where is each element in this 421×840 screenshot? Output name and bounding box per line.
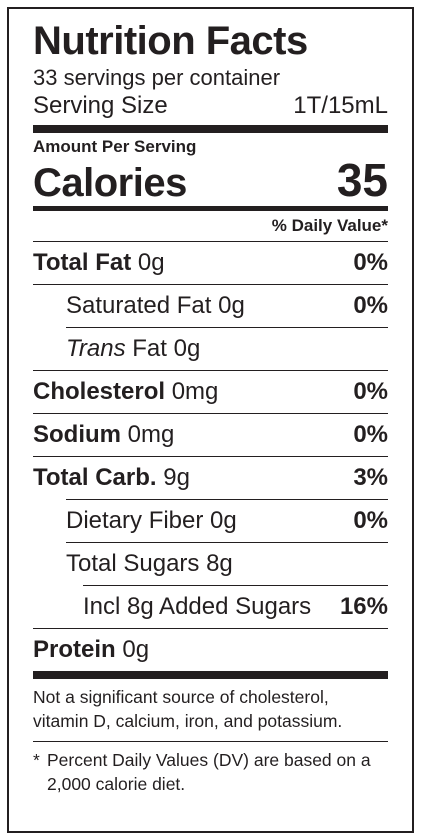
- nutrient-dv: 16%: [339, 593, 388, 620]
- thin-divider: [66, 499, 388, 500]
- nutrient-name-rest: Fat: [132, 335, 167, 362]
- nutrient-amount: 0g: [122, 636, 150, 663]
- thin-divider: [33, 241, 388, 242]
- nutrient-amount: 0mg: [171, 378, 219, 405]
- thin-divider: [66, 542, 388, 543]
- thick-divider: [33, 125, 388, 133]
- nutrient-row-protein: Protein 0g: [33, 629, 388, 671]
- nutrient-row-total-fat: Total Fat 0g 0%: [33, 242, 388, 284]
- nutrient-dv: 0%: [353, 421, 388, 448]
- serving-size-row: Serving Size 1T/15mL: [33, 91, 388, 121]
- nutrient-name: Total Carb.: [33, 464, 157, 491]
- nutrient-amount: 9g: [163, 464, 190, 491]
- nutrient-name: Dietary Fiber: [66, 507, 204, 534]
- calories-row: Calories 35: [33, 157, 388, 206]
- thin-divider: [66, 327, 388, 328]
- nutrition-facts-panel: Nutrition Facts 33 servings per containe…: [7, 7, 414, 833]
- nutrient-name: Protein: [33, 636, 116, 663]
- asterisk: *: [33, 750, 40, 770]
- nutrient-dv: 3%: [353, 464, 388, 491]
- footnote-percent-dv-text: Percent Daily Values (DV) are based on a…: [47, 750, 371, 794]
- thin-divider: [33, 741, 388, 742]
- nutrient-amount: 0mg: [127, 421, 175, 448]
- nutrient-name: Trans: [66, 335, 126, 362]
- nutrient-name: Sodium: [33, 421, 121, 448]
- nutrient-dv: 0%: [353, 378, 388, 405]
- thin-divider: [33, 628, 388, 629]
- nutrient-row-saturated-fat: Saturated Fat 0g 0%: [33, 285, 388, 327]
- servings-per-container: 33 servings per container: [33, 65, 281, 90]
- nutrient-name: Saturated Fat: [66, 292, 212, 319]
- footnote-percent-dv: * Percent Daily Values (DV) are based on…: [33, 742, 388, 796]
- nutrient-amount: 0g: [173, 335, 201, 362]
- thin-divider: [83, 585, 388, 586]
- footnote-not-significant: Not a significant source of cholesterol,…: [33, 687, 343, 731]
- nutrient-amount: 0g: [210, 507, 237, 534]
- label-title: Nutrition Facts: [33, 19, 308, 63]
- nutrient-name: Incl 8g Added Sugars: [83, 593, 312, 620]
- thin-divider: [33, 413, 388, 414]
- daily-value-header: % Daily Value*: [271, 216, 388, 235]
- amount-per-serving: Amount Per Serving: [33, 137, 197, 156]
- thick-divider: [33, 671, 388, 679]
- nutrient-row-cholesterol: Cholesterol 0mg 0%: [33, 371, 388, 413]
- calories-label: Calories: [33, 161, 187, 205]
- nutrient-name: Total Sugars: [66, 550, 200, 577]
- serving-size-value: 1T/15mL: [293, 92, 388, 119]
- nutrient-row-trans-fat: Trans Fat 0g: [33, 328, 388, 370]
- nutrient-row-dietary-fiber: Dietary Fiber 0g 0%: [33, 500, 388, 542]
- nutrient-dv: 0%: [353, 507, 388, 534]
- thin-divider: [33, 370, 388, 371]
- nutrient-amount: 0g: [137, 249, 165, 276]
- nutrient-amount: 0g: [218, 292, 245, 319]
- serving-size-label: Serving Size: [33, 92, 168, 119]
- nutrient-row-total-sugars: Total Sugars 8g: [33, 543, 388, 585]
- nutrient-dv: 0%: [353, 292, 388, 319]
- thin-divider: [33, 456, 388, 457]
- nutrient-row-total-carb: Total Carb. 9g 3%: [33, 457, 388, 499]
- nutrient-name: Cholesterol: [33, 378, 166, 405]
- calories-value: 35: [336, 154, 388, 206]
- nutrient-amount: 8g: [206, 550, 233, 577]
- nutrient-dv: 0%: [353, 249, 388, 276]
- nutrient-row-added-sugars: Incl 8g Added Sugars 16%: [33, 586, 388, 628]
- nutrient-name: Total Fat: [33, 249, 132, 276]
- thin-divider: [33, 284, 388, 285]
- nutrient-row-sodium: Sodium 0mg 0%: [33, 414, 388, 456]
- medium-divider: [33, 206, 388, 211]
